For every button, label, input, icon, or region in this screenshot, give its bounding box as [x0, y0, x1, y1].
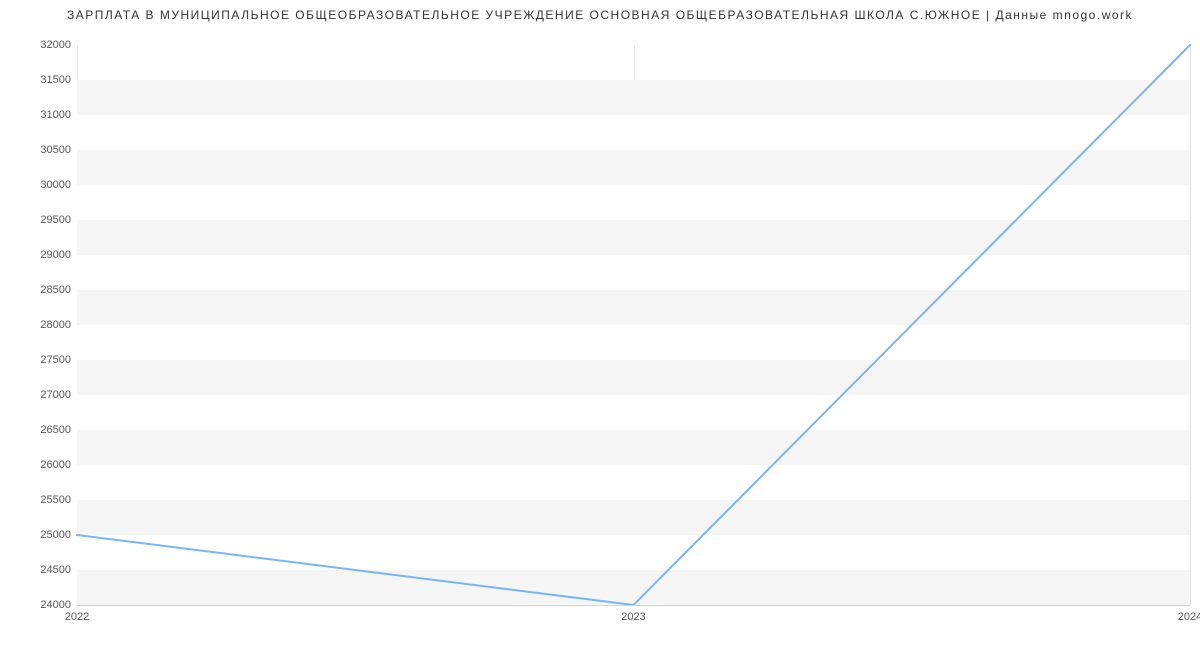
- line-series: [77, 45, 1190, 605]
- y-tick-label: 32000: [40, 39, 77, 51]
- series-line: [77, 45, 1190, 605]
- x-tick-label: 2024: [1178, 605, 1200, 623]
- plot-area: 2400024500250002550026000265002700027500…: [77, 45, 1190, 605]
- x-gridline: [1190, 45, 1191, 605]
- y-tick-label: 31500: [40, 74, 77, 86]
- x-tick-label: 2023: [621, 605, 645, 623]
- y-tick-label: 30500: [40, 144, 77, 156]
- y-tick-label: 28500: [40, 284, 77, 296]
- y-tick-label: 25000: [40, 529, 77, 541]
- y-tick-label: 29500: [40, 214, 77, 226]
- y-tick-label: 31000: [40, 109, 77, 121]
- y-tick-label: 29000: [40, 249, 77, 261]
- x-tick-label: 2022: [65, 605, 89, 623]
- y-tick-label: 26000: [40, 459, 77, 471]
- chart-container: ЗАРПЛАТА В МУНИЦИПАЛЬНОЕ ОБЩЕОБРАЗОВАТЕЛ…: [0, 0, 1200, 650]
- y-tick-label: 25500: [40, 494, 77, 506]
- y-tick-label: 27500: [40, 354, 77, 366]
- y-tick-label: 28000: [40, 319, 77, 331]
- y-tick-label: 24500: [40, 564, 77, 576]
- x-axis-line: [77, 605, 1190, 606]
- y-tick-label: 26500: [40, 424, 77, 436]
- y-tick-label: 30000: [40, 179, 77, 191]
- y-tick-label: 27000: [40, 389, 77, 401]
- chart-title: ЗАРПЛАТА В МУНИЦИПАЛЬНОЕ ОБЩЕОБРАЗОВАТЕЛ…: [0, 8, 1200, 22]
